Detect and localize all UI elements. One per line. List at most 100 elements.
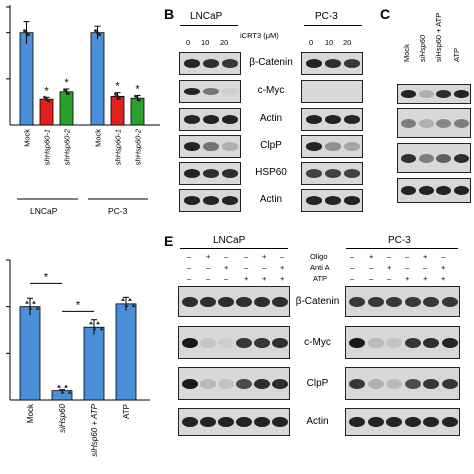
blot-c [397, 108, 471, 138]
treatment-sign: – [441, 252, 446, 261]
blot-band [418, 153, 434, 163]
blot-e-lncap [178, 326, 290, 359]
blot-band [401, 118, 417, 128]
blot-band [183, 196, 200, 205]
blot-c [397, 178, 471, 203]
blot-band [202, 88, 220, 95]
blot-band [423, 378, 439, 389]
treatment-sign: – [244, 263, 249, 272]
blot-band [200, 337, 216, 348]
blot-b-lncap [179, 52, 241, 75]
blot-band [367, 337, 384, 348]
x-tick-label: shHsp60-2 [63, 128, 72, 165]
blot-b-lncap [179, 189, 241, 212]
cell-line-lncap-e: LNCaP [213, 235, 246, 246]
treatment-sign: – [187, 252, 192, 261]
blot-band [183, 88, 200, 95]
blot-band [436, 90, 452, 98]
blot-band [349, 296, 365, 307]
data-point [27, 33, 30, 37]
treatment-sign: + [441, 263, 446, 272]
dose-b-r1: 0 [309, 38, 314, 47]
bar [59, 91, 74, 126]
blot-band [254, 417, 270, 427]
blot-band [344, 59, 361, 68]
data-point [67, 390, 72, 394]
blot-band [325, 87, 341, 96]
blot-band [272, 296, 288, 307]
treatment-sign: – [280, 252, 285, 261]
blot-band [423, 296, 439, 307]
blot-band [349, 378, 365, 389]
blot-band [436, 153, 452, 163]
cell-line-lncap-b: LNCaP [190, 11, 223, 22]
blot-band [305, 169, 322, 178]
group-label-pc3: PC-3 [108, 206, 128, 216]
x-tick-label: ATP [122, 404, 131, 419]
treatment-sign: + [423, 274, 428, 283]
treatment-sign: + [280, 274, 285, 283]
blot-band [401, 153, 417, 163]
chart-bottom-left-svg: Mock siHsp60 siHsp60 + ATP ATP * * [6, 259, 150, 457]
data-point [89, 321, 93, 325]
data-point [94, 29, 97, 33]
blot-band [182, 378, 198, 389]
marker-label-b: ClpP [260, 140, 282, 151]
blot-b-pc3 [301, 108, 363, 131]
blot-band [404, 337, 421, 348]
cell-line-pc3-e: PC-3 [388, 235, 411, 246]
data-point [65, 90, 68, 94]
blot-c [397, 143, 471, 173]
treatment-sign: – [350, 252, 355, 261]
blot-b-lncap [179, 108, 241, 131]
blot-band [305, 59, 322, 68]
treatment-label-b: iCRT3 (μM) [240, 31, 279, 40]
blot-band [324, 59, 342, 68]
blot-band [218, 337, 234, 348]
blot-band [305, 115, 322, 124]
treatment-oligo-e: Oligo [310, 252, 328, 261]
data-point [118, 96, 121, 100]
blot-band [453, 118, 469, 128]
treatment-sign: + [405, 274, 410, 283]
data-point [25, 31, 28, 35]
lane-label-sihsp60-c: siHsp60 [418, 34, 427, 62]
blot-band [324, 196, 342, 205]
blot-b-pc3 [301, 52, 363, 75]
blot-band [236, 417, 252, 427]
significance-star: * [64, 77, 69, 89]
marker-label-b: HSP60 [255, 167, 287, 178]
blot-b-pc3 [301, 80, 363, 103]
blot-b-lncap [179, 135, 241, 158]
blot-e-lncap [178, 286, 290, 317]
blot-band [218, 417, 234, 427]
significance-star: * [76, 299, 81, 311]
dose-b-l2: 10 [201, 38, 210, 47]
blot-b-pc3 [301, 189, 363, 212]
group-label-lncap: LNCaP [30, 206, 58, 216]
treatment-sign: + [262, 252, 267, 261]
marker-label-e: Actin [306, 416, 329, 427]
treatment-sign: – [187, 263, 192, 272]
data-point [35, 306, 40, 310]
treatment-antia-e: Anti A [310, 263, 330, 272]
blot-b-lncap [179, 162, 241, 185]
x-tick-label: shHsp60-1 [43, 129, 52, 165]
blot-band [254, 337, 270, 348]
blot-band [182, 337, 198, 348]
blot-band [401, 90, 417, 98]
blot-band [222, 142, 239, 151]
blot-band [222, 196, 239, 205]
data-point [121, 297, 125, 301]
blot-band [401, 185, 417, 196]
blot-band [305, 196, 322, 205]
treatment-sign: – [244, 252, 249, 261]
blot-band [344, 115, 361, 124]
treatment-sign: – [350, 263, 355, 272]
blot-band [202, 169, 220, 178]
data-point [57, 384, 61, 388]
data-point [99, 327, 104, 331]
treatment-sign: + [369, 252, 374, 261]
blot-band [183, 169, 200, 178]
blot-band [349, 337, 365, 348]
